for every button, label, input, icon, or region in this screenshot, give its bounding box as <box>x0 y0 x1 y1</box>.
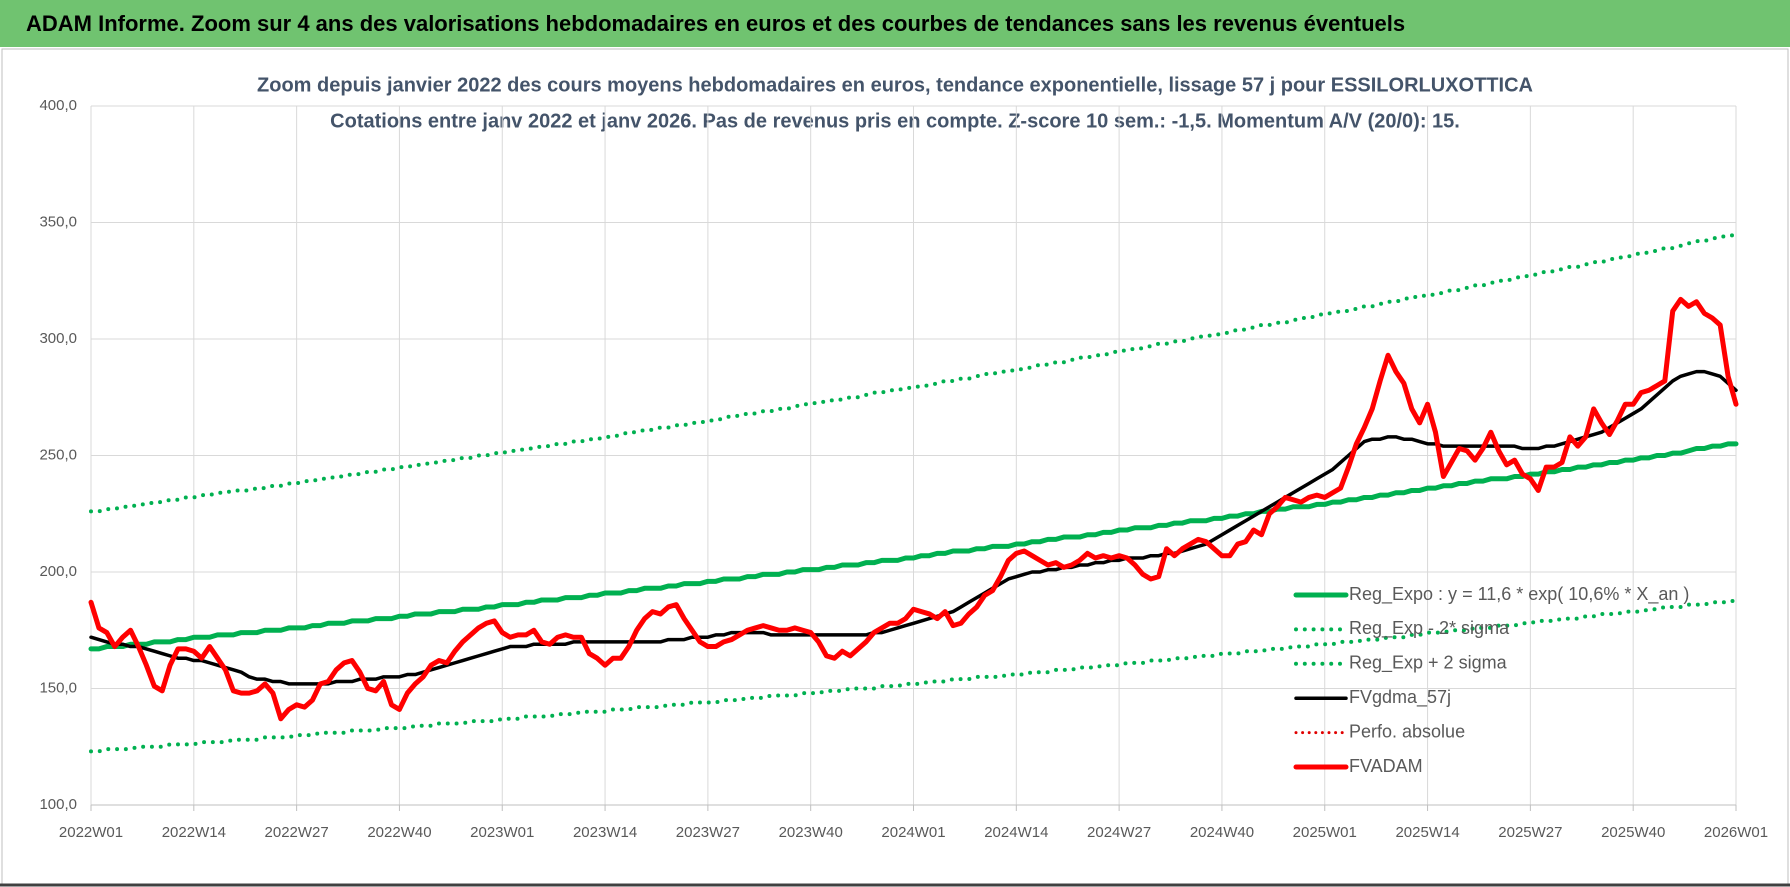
x-tick-label: 2025W01 <box>1293 824 1357 841</box>
header-bar <box>0 0 1790 47</box>
legend-label: Reg_Expo : y = 11,6 * exp( 10,6% * X_an … <box>1349 584 1689 605</box>
x-tick-label: 2023W27 <box>676 824 740 841</box>
x-tick-label: 2023W14 <box>573 824 637 841</box>
header-title: ADAM Informe. Zoom sur 4 ans des valoris… <box>26 11 1405 36</box>
x-tick-label: 2025W40 <box>1601 824 1665 841</box>
legend-label: FVgdma_57j <box>1349 687 1451 708</box>
series-line <box>88 441 1739 652</box>
x-tick-label: 2026W01 <box>1704 824 1768 841</box>
y-tick-label: 300,0 <box>39 330 77 347</box>
y-tick-label: 350,0 <box>39 213 77 230</box>
series-line <box>88 296 1739 722</box>
x-tick-label: 2024W27 <box>1087 824 1151 841</box>
x-tick-label: 2022W14 <box>162 824 226 841</box>
chart-title: Zoom depuis janvier 2022 des cours moyen… <box>257 74 1533 96</box>
x-tick-label: 2022W27 <box>265 824 329 841</box>
x-tick-label: 2022W40 <box>367 824 431 841</box>
x-tick-label: 2023W40 <box>779 824 843 841</box>
x-tick-label: 2025W14 <box>1395 824 1459 841</box>
legend-label: Reg_Exp + 2 sigma <box>1349 653 1508 674</box>
x-tick-label: 2025W27 <box>1498 824 1562 841</box>
legend-label: FVADAM <box>1349 756 1423 776</box>
chart-frame <box>1 48 1789 885</box>
y-tick-label: 400,0 <box>39 97 77 114</box>
legend-label: Perfo. absolue <box>1349 721 1465 741</box>
y-tick-label: 200,0 <box>39 563 77 580</box>
x-tick-label: 2023W01 <box>470 824 534 841</box>
x-tick-label: 2024W01 <box>881 824 945 841</box>
y-tick-label: 150,0 <box>39 679 77 696</box>
y-tick-label: 100,0 <box>39 796 77 813</box>
y-tick-label: 250,0 <box>39 446 77 463</box>
legend-label: Reg_Exp - 2* sigma <box>1349 618 1510 639</box>
x-tick-label: 2024W40 <box>1190 824 1254 841</box>
series-line <box>89 232 1738 514</box>
x-tick-label: 2024W14 <box>984 824 1048 841</box>
chart-subtitle: Cotations entre janv 2022 et janv 2026. … <box>330 110 1460 132</box>
x-tick-label: 2022W01 <box>59 824 123 841</box>
